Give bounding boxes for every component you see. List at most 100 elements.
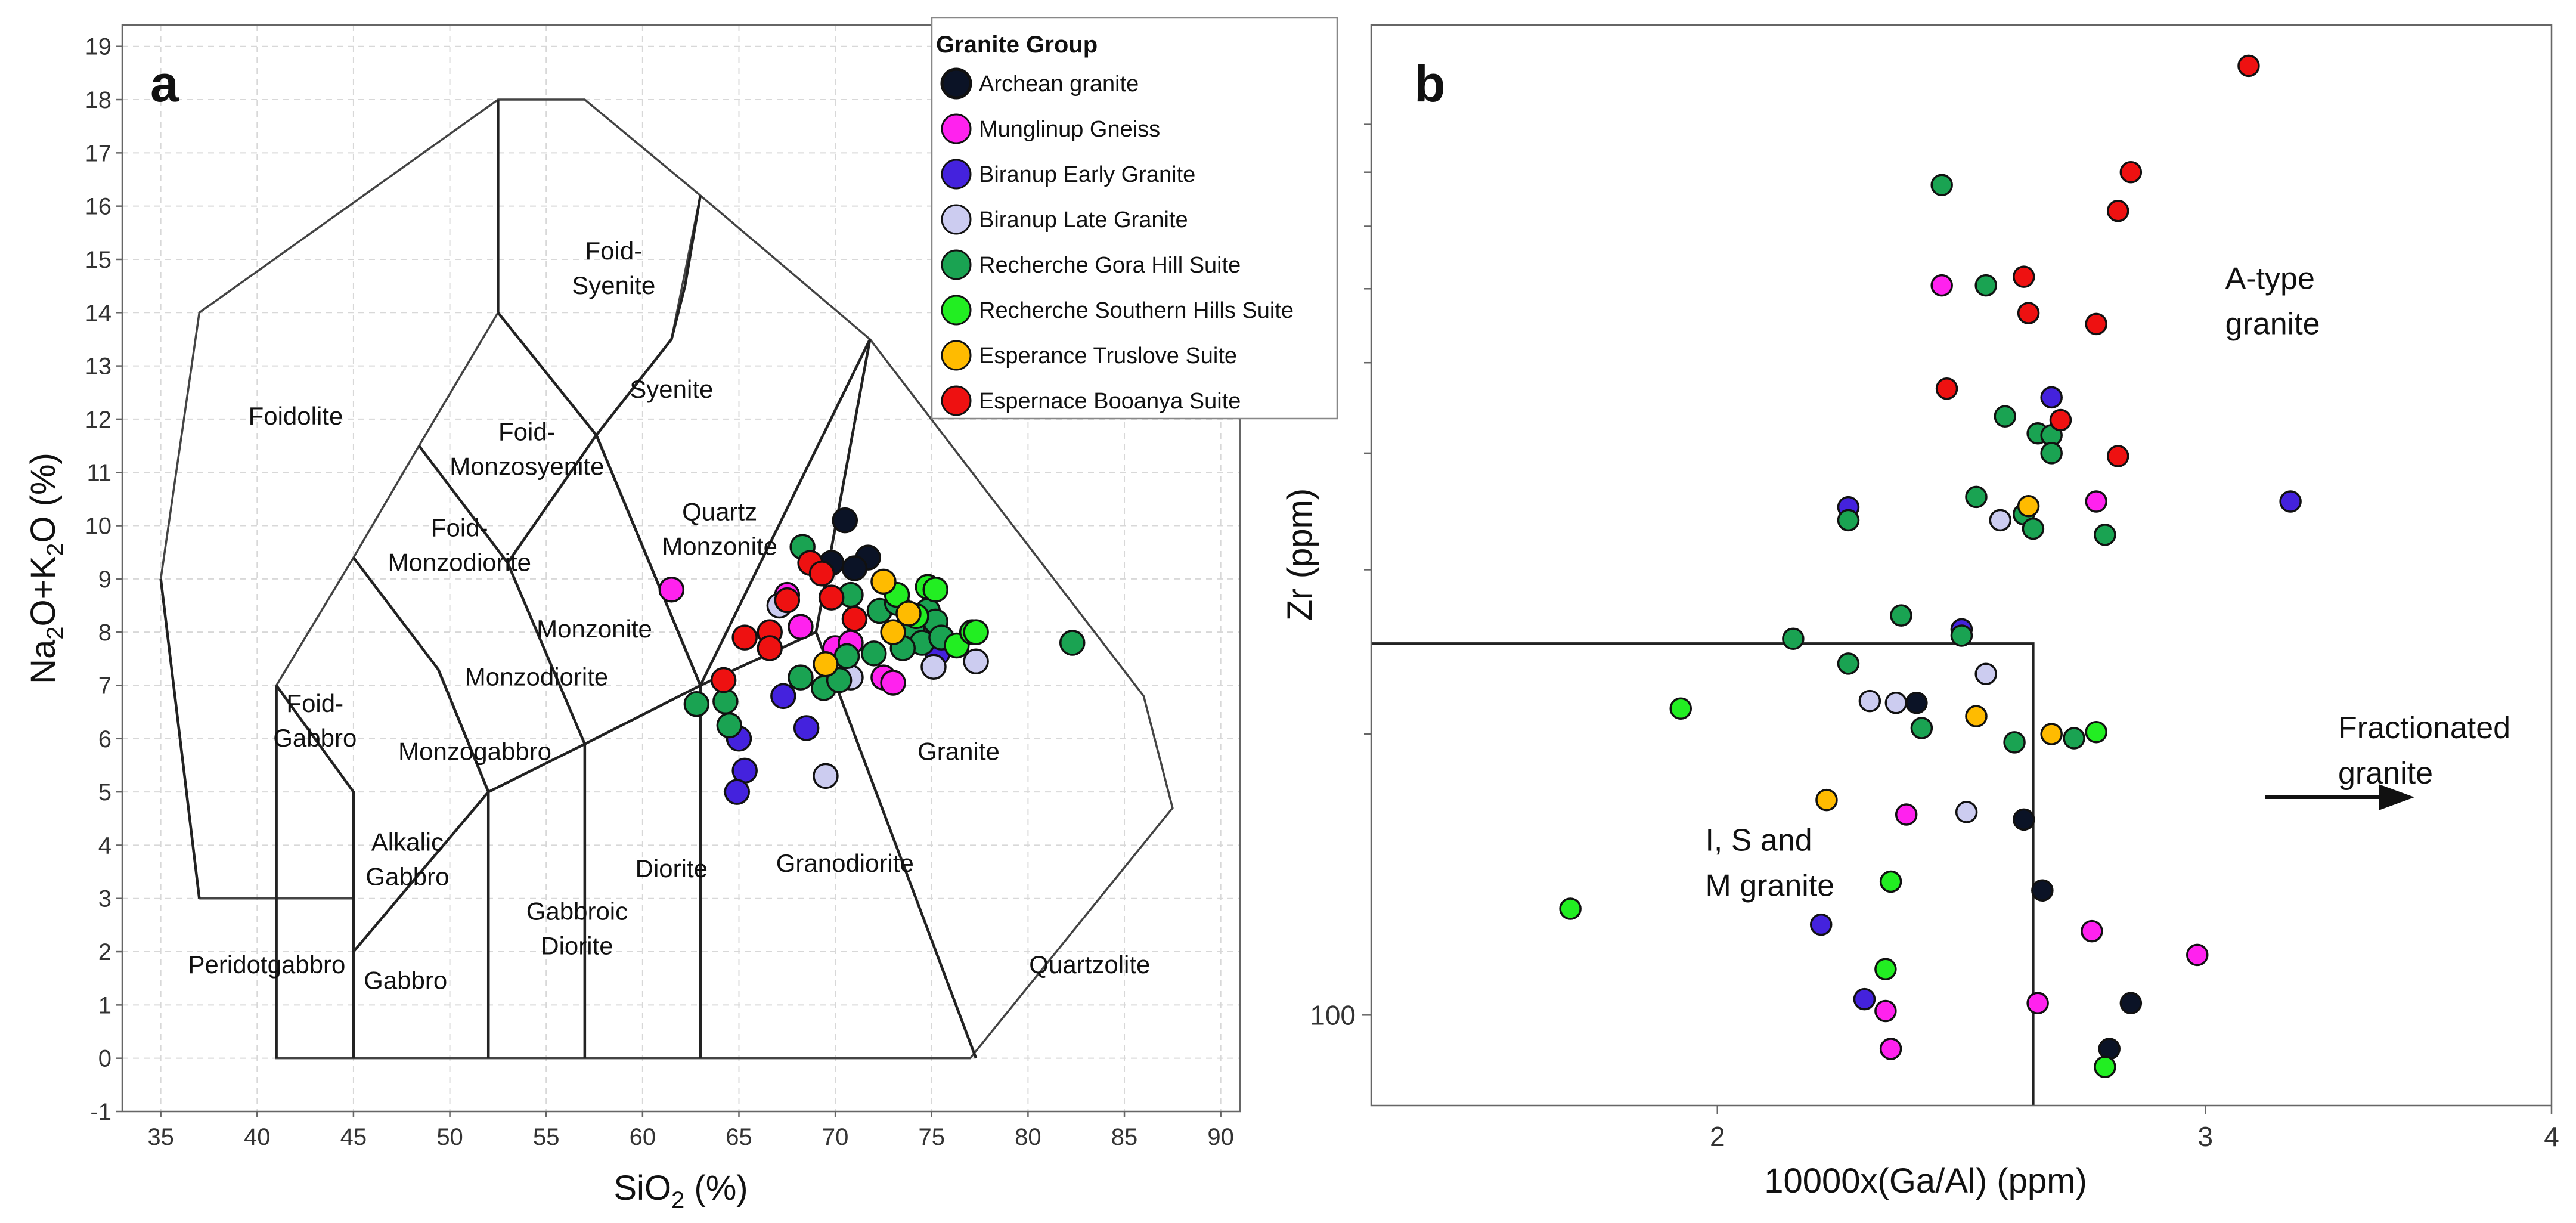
point-gora	[1910, 717, 1933, 739]
field-label-foid-monzosyenite: Foid-Monzosyenite	[450, 418, 604, 481]
panel-b-ga-al-zr-diagram: 2 3 4 100 A-type granite I, S and M granite Fra…	[1281, 24, 2559, 1200]
region-label-i-s-and-m-granite: I, S and M granite	[1705, 823, 1834, 903]
x-tick-label: 60	[630, 1124, 656, 1150]
point-biranup_late	[963, 648, 989, 675]
point-booanya	[731, 624, 758, 651]
point-gora	[1890, 604, 1912, 627]
field-label-gabbroic-diorite: Gabbroic Diorite	[526, 897, 628, 959]
y-tick-label: 13	[85, 354, 112, 380]
legend-label-booanya: Espernace Booanya Suite	[979, 389, 1241, 414]
tas-field-boundary	[595, 434, 702, 686]
point-gora	[1837, 652, 1860, 675]
point-biranup_late	[1884, 692, 1908, 714]
point-booanya	[2017, 302, 2040, 324]
point-booanya	[1935, 377, 1958, 400]
point-munglinup	[788, 614, 814, 640]
point-biranup_early	[2040, 386, 2063, 409]
point-southern	[922, 576, 948, 603]
field-label-gabbro: Gabbro	[364, 967, 447, 995]
point-gora	[2040, 442, 2063, 465]
point-truslove	[2040, 723, 2063, 745]
y-tick-label: 9	[98, 566, 111, 593]
point-biranup_late	[1858, 689, 1881, 713]
point-munglinup	[880, 670, 906, 696]
point-gora	[1059, 630, 1086, 656]
tas-field-boundary	[275, 685, 355, 1058]
y-tick-label: 14	[85, 300, 112, 326]
legend: Granite Group Archean granite Munglinup G…	[931, 17, 1338, 420]
y-tick-label: 15	[85, 247, 112, 273]
x-tick-label: 80	[1015, 1124, 1041, 1150]
point-southern	[2085, 720, 2108, 744]
field-label-diorite: Diorite	[636, 854, 708, 883]
panel-b-y-axis-title: Zr (ppm)	[1281, 488, 1319, 621]
y-tick-label: 0	[98, 1046, 111, 1072]
legend-label-biranup_late: Biranup Late Granite	[979, 208, 1188, 233]
point-munglinup	[2081, 919, 2103, 943]
point-archean	[1905, 692, 1928, 714]
point-truslove	[1815, 788, 1838, 812]
panel-a-frame	[121, 24, 1241, 1113]
region-label-fractionated-granite: Fractionated granite	[2338, 711, 2510, 791]
x-tick-label: 65	[726, 1124, 752, 1150]
point-munglinup	[1879, 1038, 1902, 1060]
x-tick-label: 2	[1710, 1121, 1725, 1152]
field-label-foid-syenite: Foid-Syenite	[572, 237, 655, 299]
legend-label-biranup_early: Biranup Early Granite	[979, 162, 1195, 187]
point-gora	[1837, 509, 1860, 532]
point-munglinup	[658, 576, 685, 603]
point-biranup_late	[1974, 662, 1997, 685]
legend-marker-biranup_late	[941, 204, 972, 235]
point-gora	[1974, 274, 1997, 297]
point-southern	[1874, 958, 1897, 981]
point-booanya	[841, 606, 868, 632]
panel-a-letter: a	[150, 55, 179, 113]
legend-label-archean: Archean granite	[979, 72, 1139, 97]
panel-b-ticks: 2 3 4 100	[1310, 123, 2559, 1152]
legend-entries: Archean granite Munglinup Gneiss Biranup E…	[940, 67, 1294, 416]
point-biranup_early	[724, 779, 750, 805]
legend-label-southern: Recherche Southern Hills Suite	[979, 298, 1294, 323]
x-tick-label: 4	[2544, 1121, 2559, 1152]
field-label-quartz-monzonite: Quartz Monzonite	[662, 498, 777, 561]
point-biranup_late	[1989, 509, 2012, 532]
panel-a-gridlines	[122, 25, 1240, 1112]
point-southern	[1559, 897, 1582, 920]
y-tick-label: 8	[98, 620, 111, 646]
x-tick-label: 55	[533, 1124, 560, 1150]
legend-marker-truslove	[941, 340, 972, 371]
x-tick-label: 35	[147, 1124, 174, 1150]
point-archean	[841, 555, 868, 581]
legend-title: Granite Group	[936, 32, 1098, 58]
point-munglinup	[1874, 999, 1897, 1023]
point-booanya	[2085, 312, 2108, 336]
point-southern	[963, 619, 989, 645]
legend-marker-booanya	[941, 385, 972, 416]
point-booanya	[2119, 160, 2143, 184]
point-gora	[1965, 485, 1988, 509]
x-tick-label: 75	[919, 1124, 946, 1150]
point-archean	[2119, 992, 2143, 1014]
point-southern	[1879, 870, 1902, 893]
point-biranup_late	[920, 654, 947, 680]
x-tick-label: 45	[340, 1124, 367, 1150]
legend-marker-biranup_early	[941, 159, 972, 190]
y-tick-label: 1	[98, 992, 111, 1018]
point-biranup_early	[731, 757, 758, 784]
x-tick-label: 50	[436, 1124, 463, 1150]
y-tick-label: 18	[85, 87, 112, 113]
point-booanya	[774, 587, 801, 614]
point-booanya	[2237, 54, 2260, 78]
point-gora	[1994, 405, 2016, 428]
point-gora	[1782, 627, 1805, 651]
field-label-granite: Granite	[917, 738, 1000, 766]
point-biranup_early	[770, 683, 796, 710]
point-gora	[861, 640, 887, 667]
point-gora	[2063, 727, 2085, 750]
legend-marker-gora	[941, 249, 972, 280]
field-label-monzodiorite: Monzodiorite	[465, 662, 608, 691]
point-booanya	[2107, 199, 2129, 222]
point-archean	[2013, 808, 2035, 831]
field-label-monzonite: Monzonite	[537, 615, 652, 643]
legend-label-munglinup: Munglinup Gneiss	[979, 117, 1160, 142]
